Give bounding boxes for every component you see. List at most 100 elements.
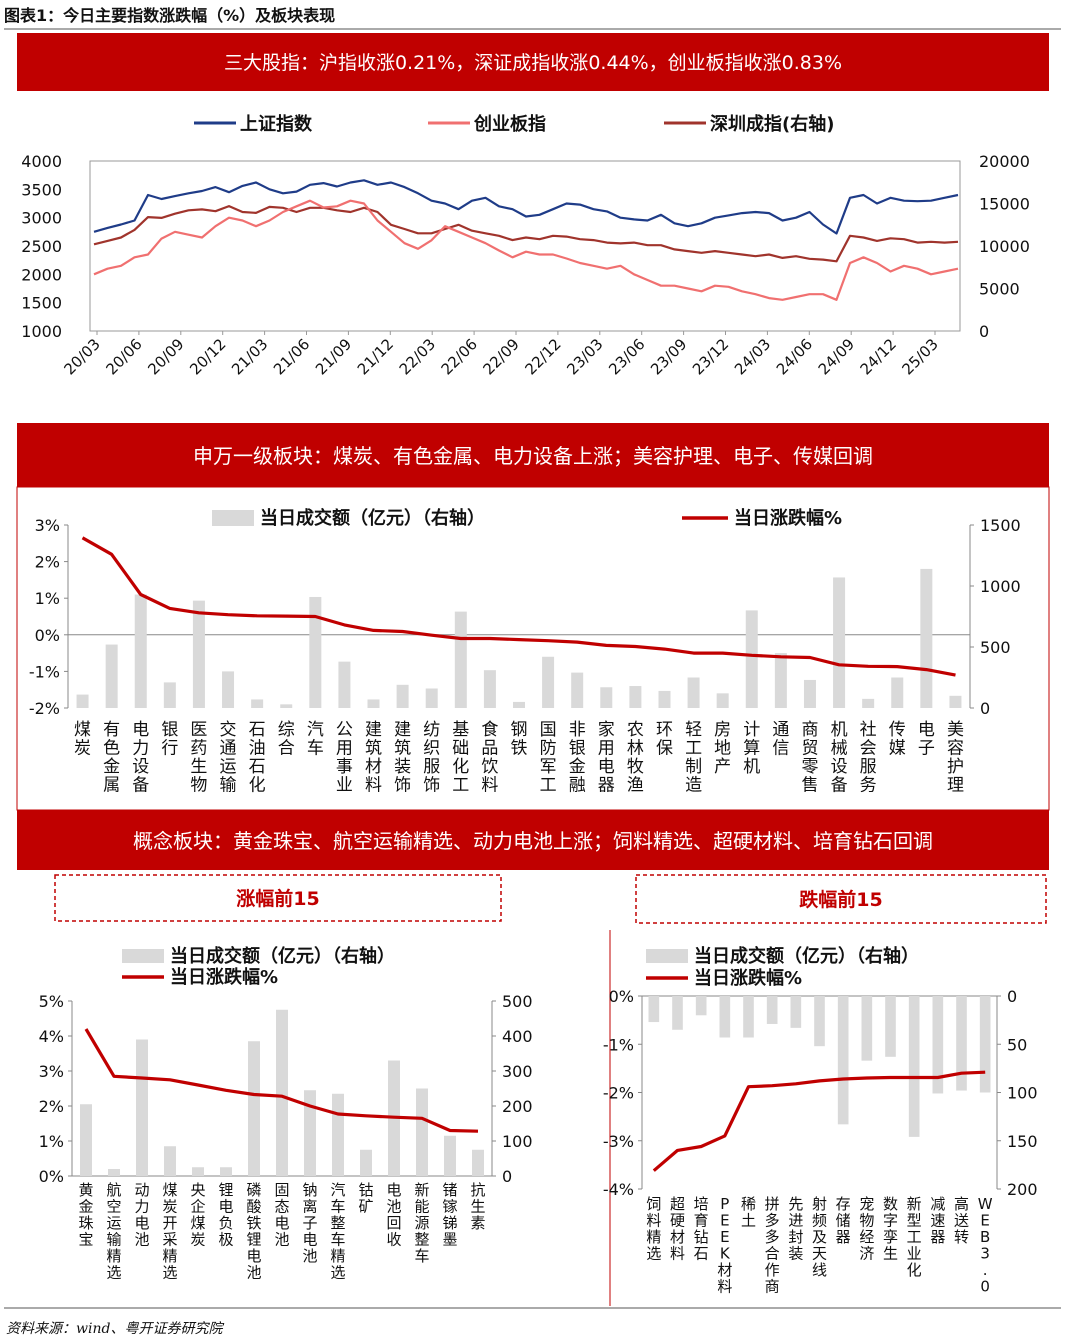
y-right-tick-label: 10000 bbox=[979, 237, 1030, 256]
category-label: 建筑装饰 bbox=[394, 720, 411, 796]
legend-bar-label: 当日成交额（亿元）（右轴） bbox=[694, 945, 919, 967]
legend-bar-swatch bbox=[646, 949, 688, 963]
plot-frame bbox=[89, 160, 961, 332]
y-right-tick-label: 1000 bbox=[980, 577, 1021, 596]
category-label: 饲料精选 bbox=[646, 1195, 661, 1263]
y-left-tick-label: 5% bbox=[39, 992, 64, 1011]
category-label: 汽车整车精选 bbox=[330, 1181, 345, 1282]
y-right-tick-label: 0 bbox=[502, 1167, 512, 1186]
y-right-tick-label: 150 bbox=[1007, 1132, 1038, 1151]
category-label: 家用电器 bbox=[598, 720, 615, 796]
change-line bbox=[81, 536, 956, 677]
category-label: 高送转 bbox=[954, 1195, 969, 1246]
category-label: 煤炭开采精选 bbox=[162, 1181, 177, 1282]
category-label: 培育钻石 bbox=[694, 1195, 709, 1263]
left-panel-title: 涨幅前15 bbox=[236, 887, 319, 910]
y-left-tick-label: -4% bbox=[603, 1180, 634, 1199]
series-line-shenzhen bbox=[93, 205, 959, 263]
category-label: 银行 bbox=[161, 720, 178, 759]
category-label: 商贸零售 bbox=[801, 720, 818, 796]
turnover-bar bbox=[472, 1149, 484, 1176]
legend-line-label: 当日涨跌幅% bbox=[170, 966, 278, 988]
turnover-bar bbox=[360, 1149, 372, 1176]
section2-banner: 申万一级板块：煤炭、有色金属、电力设备上涨；美容护理、电子、传媒回调 bbox=[193, 444, 873, 468]
category-label: 环保 bbox=[656, 720, 673, 759]
legend-line-label: 当日涨跌幅% bbox=[694, 967, 802, 989]
category-label: 拼多多合作商 bbox=[765, 1195, 780, 1296]
turnover-bar bbox=[833, 577, 846, 708]
x-tick-label: 21/03 bbox=[228, 335, 271, 378]
category-label: 存储器 bbox=[836, 1195, 851, 1246]
category-label: 央企煤炭 bbox=[190, 1181, 205, 1249]
turnover-bar bbox=[192, 1167, 204, 1176]
y-left-tick-label: -1% bbox=[603, 1035, 634, 1054]
category-label: 美容护理 bbox=[947, 720, 964, 796]
turnover-bar bbox=[908, 996, 920, 1137]
category-label: 稀土 bbox=[741, 1195, 756, 1230]
y-left-tick-label: 0% bbox=[35, 626, 60, 645]
x-tick-label: 21/09 bbox=[312, 335, 355, 378]
turnover-bar bbox=[542, 656, 555, 708]
category-label: 轻工制造 bbox=[685, 720, 702, 796]
y-left-tick-label: 4% bbox=[39, 1027, 64, 1046]
y-left-tick-label: 0% bbox=[39, 1167, 64, 1186]
legend-label: 深圳成指(右轴) bbox=[710, 113, 834, 135]
category-label: 纺织服饰 bbox=[423, 720, 440, 796]
y-right-tick-label: 400 bbox=[502, 1027, 533, 1046]
turnover-bar bbox=[105, 644, 118, 708]
turnover-bar bbox=[745, 610, 758, 708]
category-label: 传媒 bbox=[889, 720, 906, 759]
category-label: 新型工业化 bbox=[907, 1195, 922, 1279]
y-right-tick-label: 500 bbox=[980, 638, 1011, 657]
turnover-bar bbox=[248, 1041, 260, 1176]
category-label: 煤炭 bbox=[74, 720, 91, 759]
x-tick-label: 25/03 bbox=[899, 335, 942, 378]
category-label: 综合 bbox=[278, 720, 295, 759]
category-label: 超硬材料 bbox=[670, 1195, 685, 1263]
turnover-bar bbox=[658, 690, 671, 708]
x-tick-label: 20/03 bbox=[61, 335, 104, 378]
y-left-tick-label: 3000 bbox=[21, 209, 62, 228]
y-left-tick-label: -2% bbox=[29, 699, 60, 718]
y-left-tick-label: 2500 bbox=[21, 237, 62, 256]
legend-line-label: 当日涨跌幅% bbox=[734, 507, 842, 529]
section2-banner-bg bbox=[17, 423, 1049, 487]
left-title-box bbox=[54, 874, 502, 922]
category-label: 机械设备 bbox=[831, 720, 848, 796]
turnover-bar bbox=[861, 996, 873, 1061]
turnover-bar bbox=[687, 677, 700, 708]
category-label: 通信 bbox=[772, 720, 789, 759]
figure-title: 图表1：今日主要指数涨跌幅（%）及板块表现 bbox=[4, 6, 335, 25]
turnover-bar bbox=[885, 996, 896, 1057]
turnover-bar bbox=[774, 653, 787, 708]
turnover-bar bbox=[571, 672, 584, 708]
turnover-bar bbox=[136, 1039, 148, 1176]
category-label: 基础化工 bbox=[452, 720, 469, 796]
right-title-box bbox=[635, 874, 1047, 924]
category-label: 有色金属 bbox=[103, 720, 120, 796]
y-left-tick-label: 1000 bbox=[21, 322, 62, 341]
legend-bar-label: 当日成交额（亿元）（右轴） bbox=[170, 945, 395, 967]
legend-label: 上证指数 bbox=[240, 113, 313, 135]
y-left-tick-label: -2% bbox=[603, 1084, 634, 1103]
category-label: 汽车 bbox=[307, 720, 324, 759]
category-label: 锗镓锑墨 bbox=[442, 1181, 457, 1249]
category-label: 石油石化 bbox=[249, 720, 266, 796]
turnover-bar bbox=[956, 996, 967, 1091]
turnover-bar bbox=[743, 996, 754, 1038]
y-right-tick-label: 200 bbox=[1007, 1180, 1038, 1199]
turnover-bar bbox=[251, 699, 264, 708]
y-right-tick-label: 50 bbox=[1007, 1035, 1027, 1054]
turnover-bar bbox=[932, 996, 944, 1094]
category-label: 食品饮料 bbox=[481, 720, 498, 796]
turnover-bar bbox=[276, 1009, 288, 1176]
y-right-tick-label: 200 bbox=[502, 1097, 533, 1116]
turnover-bar bbox=[719, 996, 731, 1038]
turnover-bar bbox=[304, 1090, 316, 1176]
y-left-tick-label: 0% bbox=[609, 987, 634, 1006]
x-tick-label: 20/12 bbox=[186, 335, 229, 378]
turnover-bar bbox=[108, 1169, 120, 1176]
turnover-bar bbox=[309, 596, 322, 708]
legend-bar-swatch bbox=[122, 949, 164, 963]
